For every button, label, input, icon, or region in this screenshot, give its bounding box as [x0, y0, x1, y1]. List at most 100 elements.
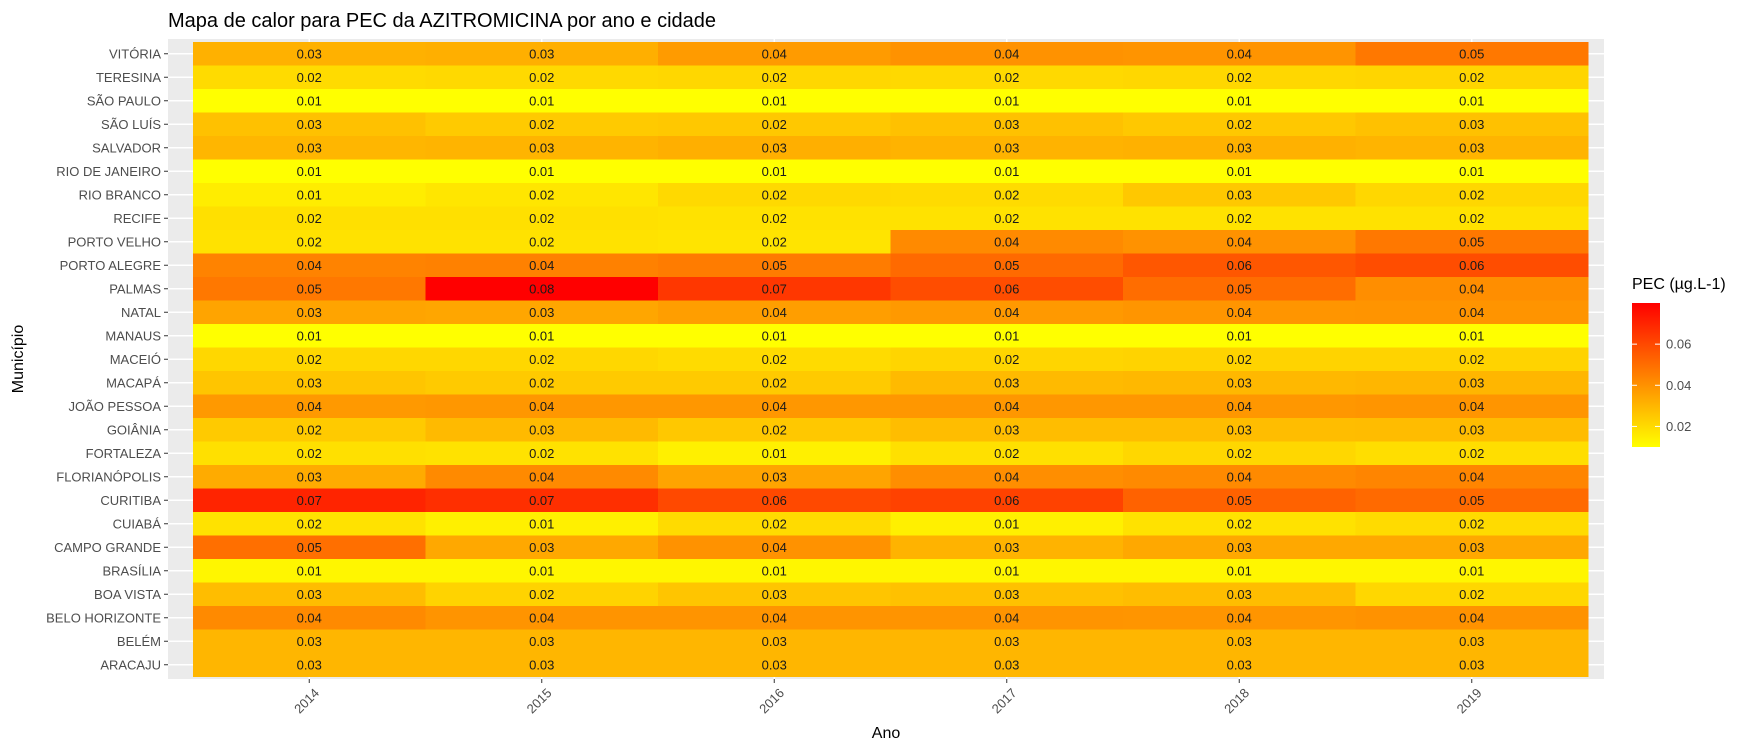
heatmap-cell [425, 512, 659, 536]
heatmap-cell [658, 65, 891, 90]
cell-value-label: 0.02 [297, 446, 322, 461]
heatmap-cell [425, 183, 659, 207]
heatmap-cell [193, 441, 426, 466]
cell-value-label: 0.02 [1459, 211, 1484, 226]
cell-value-label: 0.02 [1227, 446, 1252, 461]
cell-value-label: 0.02 [762, 375, 787, 390]
heatmap-cell [425, 441, 659, 466]
cell-value-label: 0.01 [1227, 328, 1252, 343]
cell-value-label: 0.06 [994, 493, 1019, 508]
heatmap-cell [1123, 65, 1356, 90]
cell-value-label: 0.01 [1459, 164, 1484, 179]
heatmap-cell [425, 347, 659, 372]
cell-value-label: 0.05 [297, 540, 322, 555]
heatmap-cell [1123, 394, 1356, 419]
y-tick-label: BELO HORIZONTE [46, 610, 161, 625]
heatmap-cell [658, 418, 891, 442]
heatmap-cell [193, 629, 426, 654]
cell-value-label: 0.05 [1459, 493, 1484, 508]
cell-value-label: 0.06 [762, 493, 787, 508]
cell-value-label: 0.07 [762, 281, 787, 296]
heatmap-cell [1123, 559, 1356, 583]
cell-value-label: 0.05 [297, 281, 322, 296]
cell-value-label: 0.04 [762, 305, 787, 320]
heatmap-cell [193, 394, 426, 419]
heatmap-cell [425, 324, 659, 348]
heatmap-cell [1355, 418, 1589, 442]
cell-value-label: 0.03 [762, 140, 787, 155]
cell-value-label: 0.01 [297, 563, 322, 578]
cell-value-label: 0.03 [297, 375, 322, 390]
y-tick-label: SÃO PAULO [87, 93, 161, 108]
cell-value-label: 0.02 [297, 516, 322, 531]
heatmap-cell [890, 42, 1124, 66]
heatmap-cell [1355, 371, 1589, 395]
cell-value-label: 0.06 [994, 281, 1019, 296]
heatmap-cell [193, 418, 426, 442]
x-tick-label: 2018 [1221, 685, 1252, 716]
cell-value-label: 0.03 [1459, 422, 1484, 437]
cell-value-label: 0.02 [529, 375, 554, 390]
cell-value-label: 0.03 [994, 587, 1019, 602]
y-tick-label: MANAUS [105, 328, 161, 343]
cell-value-label: 0.03 [1459, 540, 1484, 555]
cell-value-label: 0.03 [297, 657, 322, 672]
heatmap-cell [890, 371, 1124, 395]
y-tick-label: FLORIANÓPOLIS [56, 469, 161, 484]
heatmap-cell [1123, 183, 1356, 207]
cell-value-label: 0.06 [1227, 258, 1252, 273]
y-tick-label: BRASÍLIA [102, 563, 161, 578]
heatmap-cell [193, 253, 426, 278]
heatmap-cell [658, 42, 891, 66]
x-tick-label: 2017 [989, 685, 1020, 716]
heatmap-cell [193, 324, 426, 348]
y-tick-label: RIO BRANCO [79, 187, 161, 202]
cell-value-label: 0.02 [1227, 352, 1252, 367]
cell-value-label: 0.04 [1227, 305, 1252, 320]
cell-value-label: 0.04 [762, 399, 787, 414]
heatmap-cell [193, 206, 426, 231]
cell-value-label: 0.03 [1459, 634, 1484, 649]
y-tick-label: BOA VISTA [94, 587, 161, 602]
heatmap-cell [1355, 65, 1589, 90]
cell-value-label: 0.03 [1227, 587, 1252, 602]
cell-value-label: 0.03 [1227, 140, 1252, 155]
heatmap-cell [1355, 441, 1589, 466]
y-tick-label: TERESINA [96, 70, 161, 85]
cell-value-label: 0.05 [1227, 493, 1252, 508]
y-tick-label: JOÃO PESSOA [69, 399, 162, 414]
cell-value-label: 0.03 [762, 657, 787, 672]
heatmap-cell [658, 512, 891, 536]
cell-value-label: 0.02 [1227, 211, 1252, 226]
cell-value-label: 0.04 [1459, 305, 1484, 320]
heatmap-cell [890, 324, 1124, 348]
heatmap-cell [425, 230, 659, 254]
heatmap-cell [425, 136, 659, 160]
y-tick-label: BELÉM [117, 634, 161, 649]
heatmap-cell [1355, 230, 1589, 254]
heatmap-cell [425, 418, 659, 442]
cell-value-label: 0.03 [994, 117, 1019, 132]
heatmap-cell [193, 65, 426, 90]
cell-value-label: 0.04 [297, 610, 322, 625]
heatmap-cell [658, 159, 891, 184]
cell-value-label: 0.05 [994, 258, 1019, 273]
heatmap-cell [658, 300, 891, 325]
cell-value-label: 0.07 [297, 493, 322, 508]
heatmap-cell [1355, 559, 1589, 583]
heatmap-cell [890, 300, 1124, 325]
heatmap-cell [658, 89, 891, 113]
heatmap-cell [1355, 183, 1589, 207]
heatmap-cell [1355, 253, 1589, 278]
cell-value-label: 0.03 [1227, 375, 1252, 390]
heatmap-cell [658, 606, 891, 630]
heatmap-cell [425, 653, 659, 677]
cell-value-label: 0.02 [762, 187, 787, 202]
heatmap-cell [193, 512, 426, 536]
heatmap-cell [193, 183, 426, 207]
heatmap-cell [658, 136, 891, 160]
cell-value-label: 0.01 [762, 164, 787, 179]
cell-value-label: 0.02 [529, 211, 554, 226]
heatmap-cell [1123, 512, 1356, 536]
cell-value-label: 0.02 [1459, 587, 1484, 602]
